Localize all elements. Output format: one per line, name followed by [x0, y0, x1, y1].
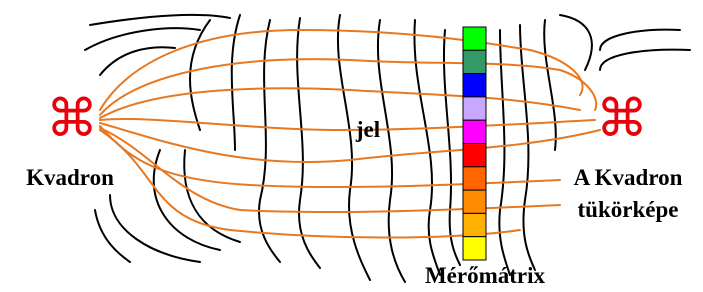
measurement-matrix: [463, 27, 486, 260]
matrix-cell: [463, 190, 486, 213]
matrix-cell: [463, 74, 486, 97]
matrix-cell: [463, 97, 486, 120]
matrix-cell: [463, 237, 486, 260]
matrix-cell: [463, 120, 486, 143]
left-label: Kvadron: [26, 165, 114, 190]
right-label: tükörképe: [578, 197, 679, 222]
matrix-cell: [463, 50, 486, 73]
matrix-cell: [463, 27, 486, 50]
matrix-cell: [463, 167, 486, 190]
right-symbol: ⌘: [596, 89, 648, 149]
right-label: A Kvadron: [574, 165, 683, 190]
diagram: ⌘ Kvadron ⌘ A Kvadron tükörképe jel Mérő…: [0, 0, 703, 292]
matrix-cell: [463, 144, 486, 167]
left-symbol: ⌘: [46, 89, 98, 149]
signal-label: jel: [355, 117, 380, 142]
matrix-cell: [463, 213, 486, 236]
matrix-label: Mérőmátrix: [425, 263, 546, 288]
